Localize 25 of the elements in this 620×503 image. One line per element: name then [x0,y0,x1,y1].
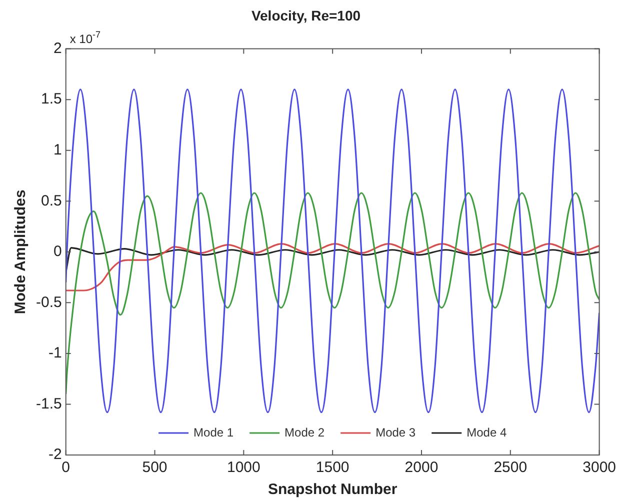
x-tick-label: 2500 [494,459,528,476]
x-tick-label: 1000 [226,459,260,476]
y-tick-label: 1 [54,141,62,158]
y-tick-label: -0.5 [36,294,62,311]
legend-label: Mode 4 [466,425,507,440]
chart-title: Velocity, Re=100 [251,7,361,24]
y-axis-title: Mode Amplitudes [12,190,30,314]
x-tick-label: 500 [142,459,168,476]
y-tick-label: -2 [48,446,62,464]
y-tick-label: 2 [54,40,62,57]
legend-label: Mode 3 [376,425,416,440]
x-tick-label: 2000 [404,459,438,476]
line-series [66,242,600,292]
y-tick-label: -1 [48,344,62,362]
y-tick-label: 0 [54,243,62,260]
x-axis-title: Snapshot Number [268,481,398,498]
legend-label: Mode 1 [194,425,234,440]
line-series [66,88,600,414]
y-tick-label: -1.5 [36,395,62,412]
line-series [66,192,600,395]
legend-label: Mode 2 [284,425,325,440]
y-tick-label: 0.5 [40,192,62,210]
y-tick-label: 1.5 [40,90,62,108]
x-tick-label: 1500 [316,459,350,476]
x-tick-label: 3000 [582,459,616,476]
